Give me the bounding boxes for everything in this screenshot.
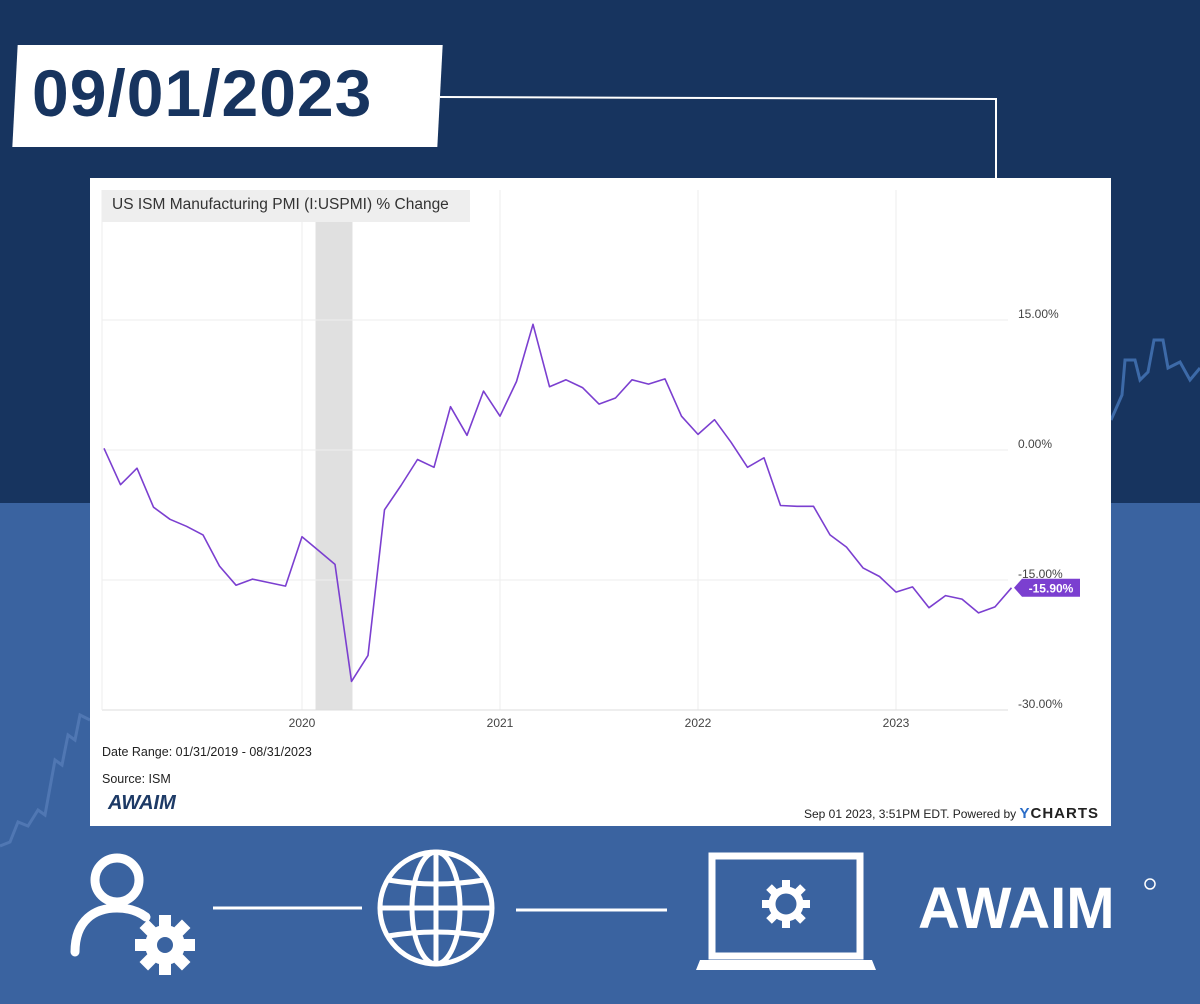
report-date: 09/01/2023	[32, 56, 373, 130]
user-settings-icon	[70, 853, 151, 957]
chart-card: 15.00% 0.00% -15.00% -30.00% 2020 2021 2022 202…	[90, 178, 1111, 826]
y-tick-label: 15.00%	[1018, 307, 1059, 321]
globe-icon	[377, 849, 495, 967]
ycharts-logo[interactable]: YCHARTS	[1019, 805, 1099, 822]
gear-icon	[135, 915, 195, 975]
chart-title: US ISM Manufacturing PMI (I:USPMI) % Cha…	[112, 196, 449, 213]
chart-title-background	[102, 190, 470, 222]
source: Source: ISM	[102, 772, 171, 786]
y-tick-label: -15.00%	[1018, 567, 1063, 581]
y-tick-label: 0.00%	[1018, 437, 1052, 451]
x-tick-label: 2023	[883, 716, 910, 730]
last-value-badge	[1014, 578, 1080, 597]
timestamp: Sep 01 2023, 3:51PM EDT. Powered by	[804, 807, 1017, 821]
x-tick-label: 2021	[487, 716, 514, 730]
last-value-label: -15.90%	[1029, 581, 1074, 595]
x-tick-label: 2022	[685, 716, 712, 730]
laptop-settings-icon	[696, 852, 876, 970]
line-chart: 15.00% 0.00% -15.00% -30.00% 2020 2021 2022 202…	[101, 190, 1080, 730]
y-tick-label: -30.00%	[1018, 697, 1063, 711]
svg-text:AWAIM: AWAIM	[107, 792, 177, 814]
date-range: Date Range: 01/31/2019 - 08/31/2023	[102, 745, 312, 759]
icon-row	[70, 849, 876, 975]
series-line	[103, 323, 1013, 683]
awaim-logo: AWAIM	[918, 876, 1156, 941]
x-tick-label: 2020	[289, 716, 316, 730]
awaim-small-logo: AWAIM	[107, 792, 177, 814]
svg-text:AWAIM: AWAIM	[918, 876, 1115, 941]
chart-footer: Sep 01 2023, 3:51PM EDT. Powered by YCHA…	[804, 805, 1099, 822]
